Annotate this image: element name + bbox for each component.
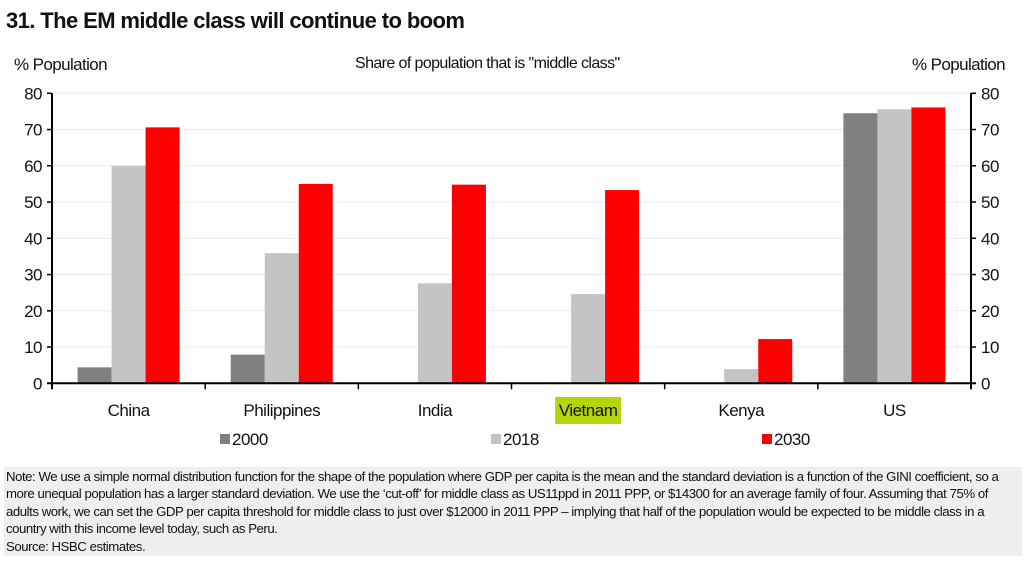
y-tick-label-right: 60 bbox=[981, 157, 999, 176]
y-tick-label-left: 70 bbox=[24, 121, 42, 140]
chart-note: Note: We use a simple normal distributio… bbox=[4, 467, 1022, 557]
bar-2030-us bbox=[911, 107, 946, 384]
x-tick-label: Kenya bbox=[718, 401, 765, 420]
legend-swatch-2000 bbox=[220, 434, 230, 444]
y-tick-label-left: 30 bbox=[24, 266, 42, 285]
figure-title: 31. The EM middle class will continue to… bbox=[6, 8, 465, 33]
bar-2030-china bbox=[145, 127, 180, 384]
bar-2018-vietnam bbox=[571, 294, 606, 384]
y-tick-label-right: 0 bbox=[981, 374, 990, 393]
chart-subtitle: Share of population that is "middle clas… bbox=[355, 55, 620, 72]
legend-label-2030: 2030 bbox=[774, 430, 810, 449]
bar-2018-kenya bbox=[724, 369, 759, 384]
bar-2030-philippines bbox=[298, 183, 333, 384]
y-tick-label-left: 20 bbox=[24, 302, 42, 321]
bar-2018-india bbox=[417, 283, 452, 384]
bar-2000-china bbox=[77, 367, 112, 384]
bar-2030-india bbox=[451, 184, 486, 384]
bar-2030-kenya bbox=[758, 339, 793, 384]
x-tick-label: US bbox=[883, 401, 906, 420]
y-tick-label-right: 40 bbox=[981, 229, 999, 248]
x-tick-label: India bbox=[418, 401, 453, 420]
x-tick-label: Philippines bbox=[243, 401, 320, 420]
bar-2018-china bbox=[111, 165, 146, 384]
y-tick-label-right: 20 bbox=[981, 302, 999, 321]
note-text: Note: We use a simple normal distributio… bbox=[6, 469, 999, 537]
legend-swatch-2030 bbox=[762, 434, 772, 444]
y-tick-label-right: 30 bbox=[981, 266, 999, 285]
x-tick-label: China bbox=[108, 401, 151, 420]
y-axis-label-left: % Population bbox=[14, 55, 108, 74]
y-tick-label-left: 60 bbox=[24, 157, 42, 176]
bar-2018-us bbox=[877, 109, 912, 384]
category-highlight bbox=[555, 397, 622, 424]
source-text: Source: HSBC estimates. bbox=[6, 538, 146, 554]
y-tick-label-left: 50 bbox=[24, 193, 42, 212]
legend-label-2018: 2018 bbox=[503, 430, 539, 449]
y-tick-label-left: 0 bbox=[33, 374, 42, 393]
bar-2018-philippines bbox=[264, 253, 299, 384]
y-tick-label-left: 10 bbox=[24, 338, 42, 357]
legend-swatch-2018 bbox=[491, 434, 501, 444]
y-tick-label-left: 40 bbox=[24, 229, 42, 248]
legend-label-2000: 2000 bbox=[232, 430, 268, 449]
bar-2000-us bbox=[843, 113, 878, 384]
bar-2000-philippines bbox=[230, 354, 265, 384]
bar-2030-vietnam bbox=[605, 190, 640, 384]
x-tick-label: Vietnam bbox=[559, 401, 618, 420]
y-axis-label-right: % Population bbox=[912, 55, 1006, 74]
y-tick-label-right: 10 bbox=[981, 338, 999, 357]
y-tick-label-right: 50 bbox=[981, 193, 999, 212]
y-tick-label-left: 80 bbox=[24, 84, 42, 103]
y-tick-label-right: 70 bbox=[981, 121, 999, 140]
y-tick-label-right: 80 bbox=[981, 84, 999, 103]
